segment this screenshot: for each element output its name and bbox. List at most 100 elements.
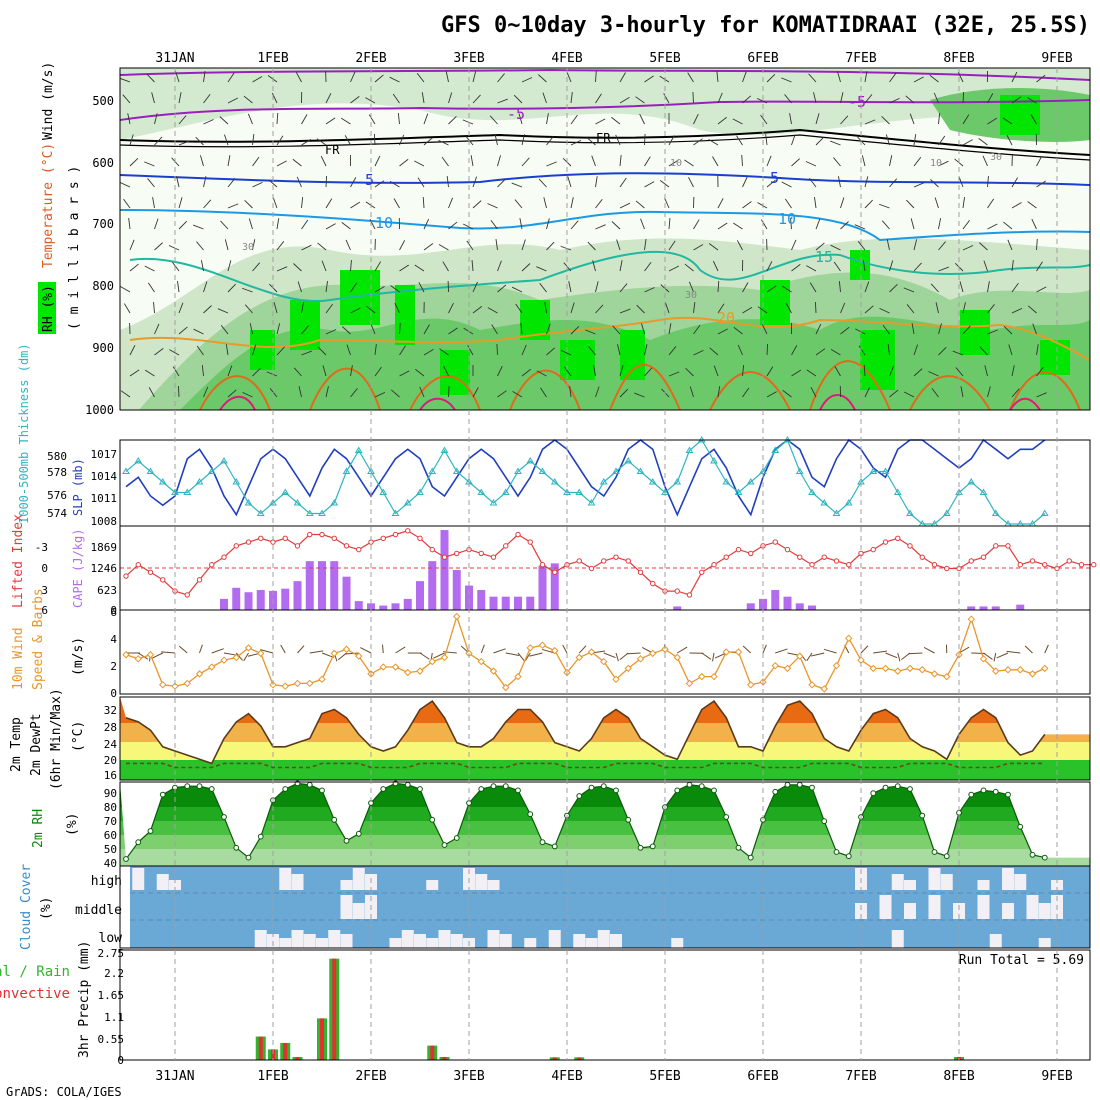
upper-wind-barb bbox=[536, 266, 547, 272]
wind10-barb bbox=[1024, 645, 1033, 654]
upper-wind-barb bbox=[350, 365, 353, 377]
wind10-barb bbox=[493, 648, 506, 654]
lifted-index-point bbox=[625, 558, 631, 564]
upper-wind-barb bbox=[227, 203, 239, 209]
upper-wind-barb bbox=[636, 304, 645, 314]
cape-bar bbox=[489, 596, 498, 610]
upper-wind-barb bbox=[448, 327, 458, 335]
upper-wind-barb bbox=[830, 348, 841, 356]
upper-wind-barb bbox=[345, 239, 351, 251]
upper-wind-barb bbox=[276, 135, 284, 146]
upper-wind-barb bbox=[423, 137, 433, 146]
upper-wind-barb bbox=[448, 197, 454, 209]
thickness-point bbox=[489, 499, 498, 506]
upper-wind-barb bbox=[153, 302, 155, 314]
upper-wind-barb bbox=[154, 218, 159, 230]
cape-bar bbox=[367, 603, 375, 610]
lifted-index-point bbox=[294, 543, 301, 549]
upper-wind-barb bbox=[123, 198, 131, 209]
upper-wind-barb bbox=[154, 348, 164, 356]
upper-wind-barb bbox=[791, 239, 797, 251]
upper-wind-barb bbox=[521, 344, 527, 356]
thickness-point bbox=[673, 478, 682, 485]
lifted-index-point bbox=[490, 554, 497, 560]
lifted-tick: 3 bbox=[41, 584, 48, 597]
upper-wind-barb bbox=[295, 72, 302, 83]
rh-point bbox=[723, 814, 730, 820]
cape-bar bbox=[220, 598, 228, 610]
rh-point bbox=[576, 793, 583, 799]
upper-wind-barb bbox=[938, 160, 949, 167]
upper-wind-barb bbox=[292, 158, 302, 167]
upper-wind-barb bbox=[864, 71, 868, 83]
upper-wind-barb bbox=[889, 178, 898, 188]
lifted-index-point bbox=[895, 535, 901, 542]
rh-panel: 90 80 70 60 50 40 2m RH (%) bbox=[31, 780, 1091, 870]
upper-wind-barb bbox=[252, 181, 263, 188]
wind10-point bbox=[391, 663, 400, 671]
upper-wind-barb bbox=[805, 161, 817, 167]
upper-wind-barb bbox=[144, 265, 155, 272]
wind10-point bbox=[428, 657, 436, 666]
wind10-point bbox=[122, 651, 130, 659]
upper-wind-barb bbox=[837, 71, 841, 83]
cloud-block-middle bbox=[904, 903, 916, 919]
cloud-block-high bbox=[132, 868, 145, 890]
wind10-ticks: 6 4 2 0 bbox=[110, 606, 117, 700]
upper-wind-barb bbox=[217, 308, 229, 314]
upper-wind-barb bbox=[146, 73, 155, 83]
upper-wind-barb bbox=[342, 326, 351, 335]
upper-wind-barb bbox=[268, 179, 278, 188]
upper-wind-barb bbox=[887, 344, 890, 356]
precip-frame bbox=[119, 949, 1091, 1061]
upper-wind-barb bbox=[1008, 344, 1013, 356]
lifted-index-point bbox=[907, 543, 913, 549]
cape-bar bbox=[501, 596, 510, 610]
rh-point bbox=[809, 784, 815, 791]
upper-wind-barb bbox=[913, 262, 922, 272]
upper-wind-barb bbox=[193, 224, 204, 230]
upper-wind-barb bbox=[472, 387, 479, 398]
lifted-index-point bbox=[1042, 562, 1048, 568]
lifted-index-point bbox=[846, 562, 852, 568]
wind10-barb bbox=[578, 645, 587, 654]
upper-wind-barb bbox=[366, 305, 376, 314]
upper-wind-barb bbox=[445, 71, 449, 83]
upper-wind-barb bbox=[252, 239, 256, 251]
upper-wind-barb bbox=[840, 115, 849, 125]
slp-tick: 1017 bbox=[91, 448, 118, 461]
upper-wind-barb bbox=[1036, 392, 1047, 398]
upper-wind-barb bbox=[472, 94, 481, 104]
upper-wind-barb bbox=[168, 245, 180, 251]
upper-wind-barb bbox=[938, 218, 942, 230]
upper-wind-barb bbox=[664, 197, 670, 209]
lifted-index-point bbox=[980, 554, 987, 560]
rh-point bbox=[943, 853, 950, 860]
upper-wind-barb bbox=[414, 264, 425, 272]
upper-wind-barb bbox=[417, 177, 425, 188]
upper-wind-barb bbox=[833, 157, 841, 167]
thickness-point bbox=[771, 446, 780, 453]
upper-wind-barb bbox=[615, 134, 621, 146]
wind10-barb bbox=[996, 652, 1009, 659]
rh-point bbox=[772, 788, 779, 795]
temp-mask bbox=[120, 697, 1090, 764]
lifted-ticks: -3 0 3 6 bbox=[35, 541, 48, 617]
upper-wind-barb bbox=[644, 344, 648, 356]
pressure-tick: 900 bbox=[92, 341, 114, 355]
upper-wind-barb bbox=[1002, 117, 1013, 125]
rh-tick: 50 bbox=[104, 843, 117, 856]
upper-wind-barb bbox=[840, 302, 846, 314]
lifted-index-point bbox=[343, 543, 350, 549]
wind10-barb bbox=[505, 652, 520, 656]
lifted-index-markers bbox=[123, 528, 1097, 598]
contour-label: -5 bbox=[848, 93, 866, 111]
upper-wind-barb bbox=[1011, 177, 1019, 188]
upper-wind-barb bbox=[987, 93, 994, 104]
upper-wind-barb bbox=[766, 179, 776, 188]
upper-wind-barb bbox=[930, 283, 939, 293]
upper-wind-barb bbox=[585, 329, 596, 335]
lifted-index-point bbox=[919, 554, 925, 560]
upper-wind-barb bbox=[808, 73, 817, 83]
cloud-panel: high middle low Cloud Cover (%) bbox=[19, 864, 1091, 950]
